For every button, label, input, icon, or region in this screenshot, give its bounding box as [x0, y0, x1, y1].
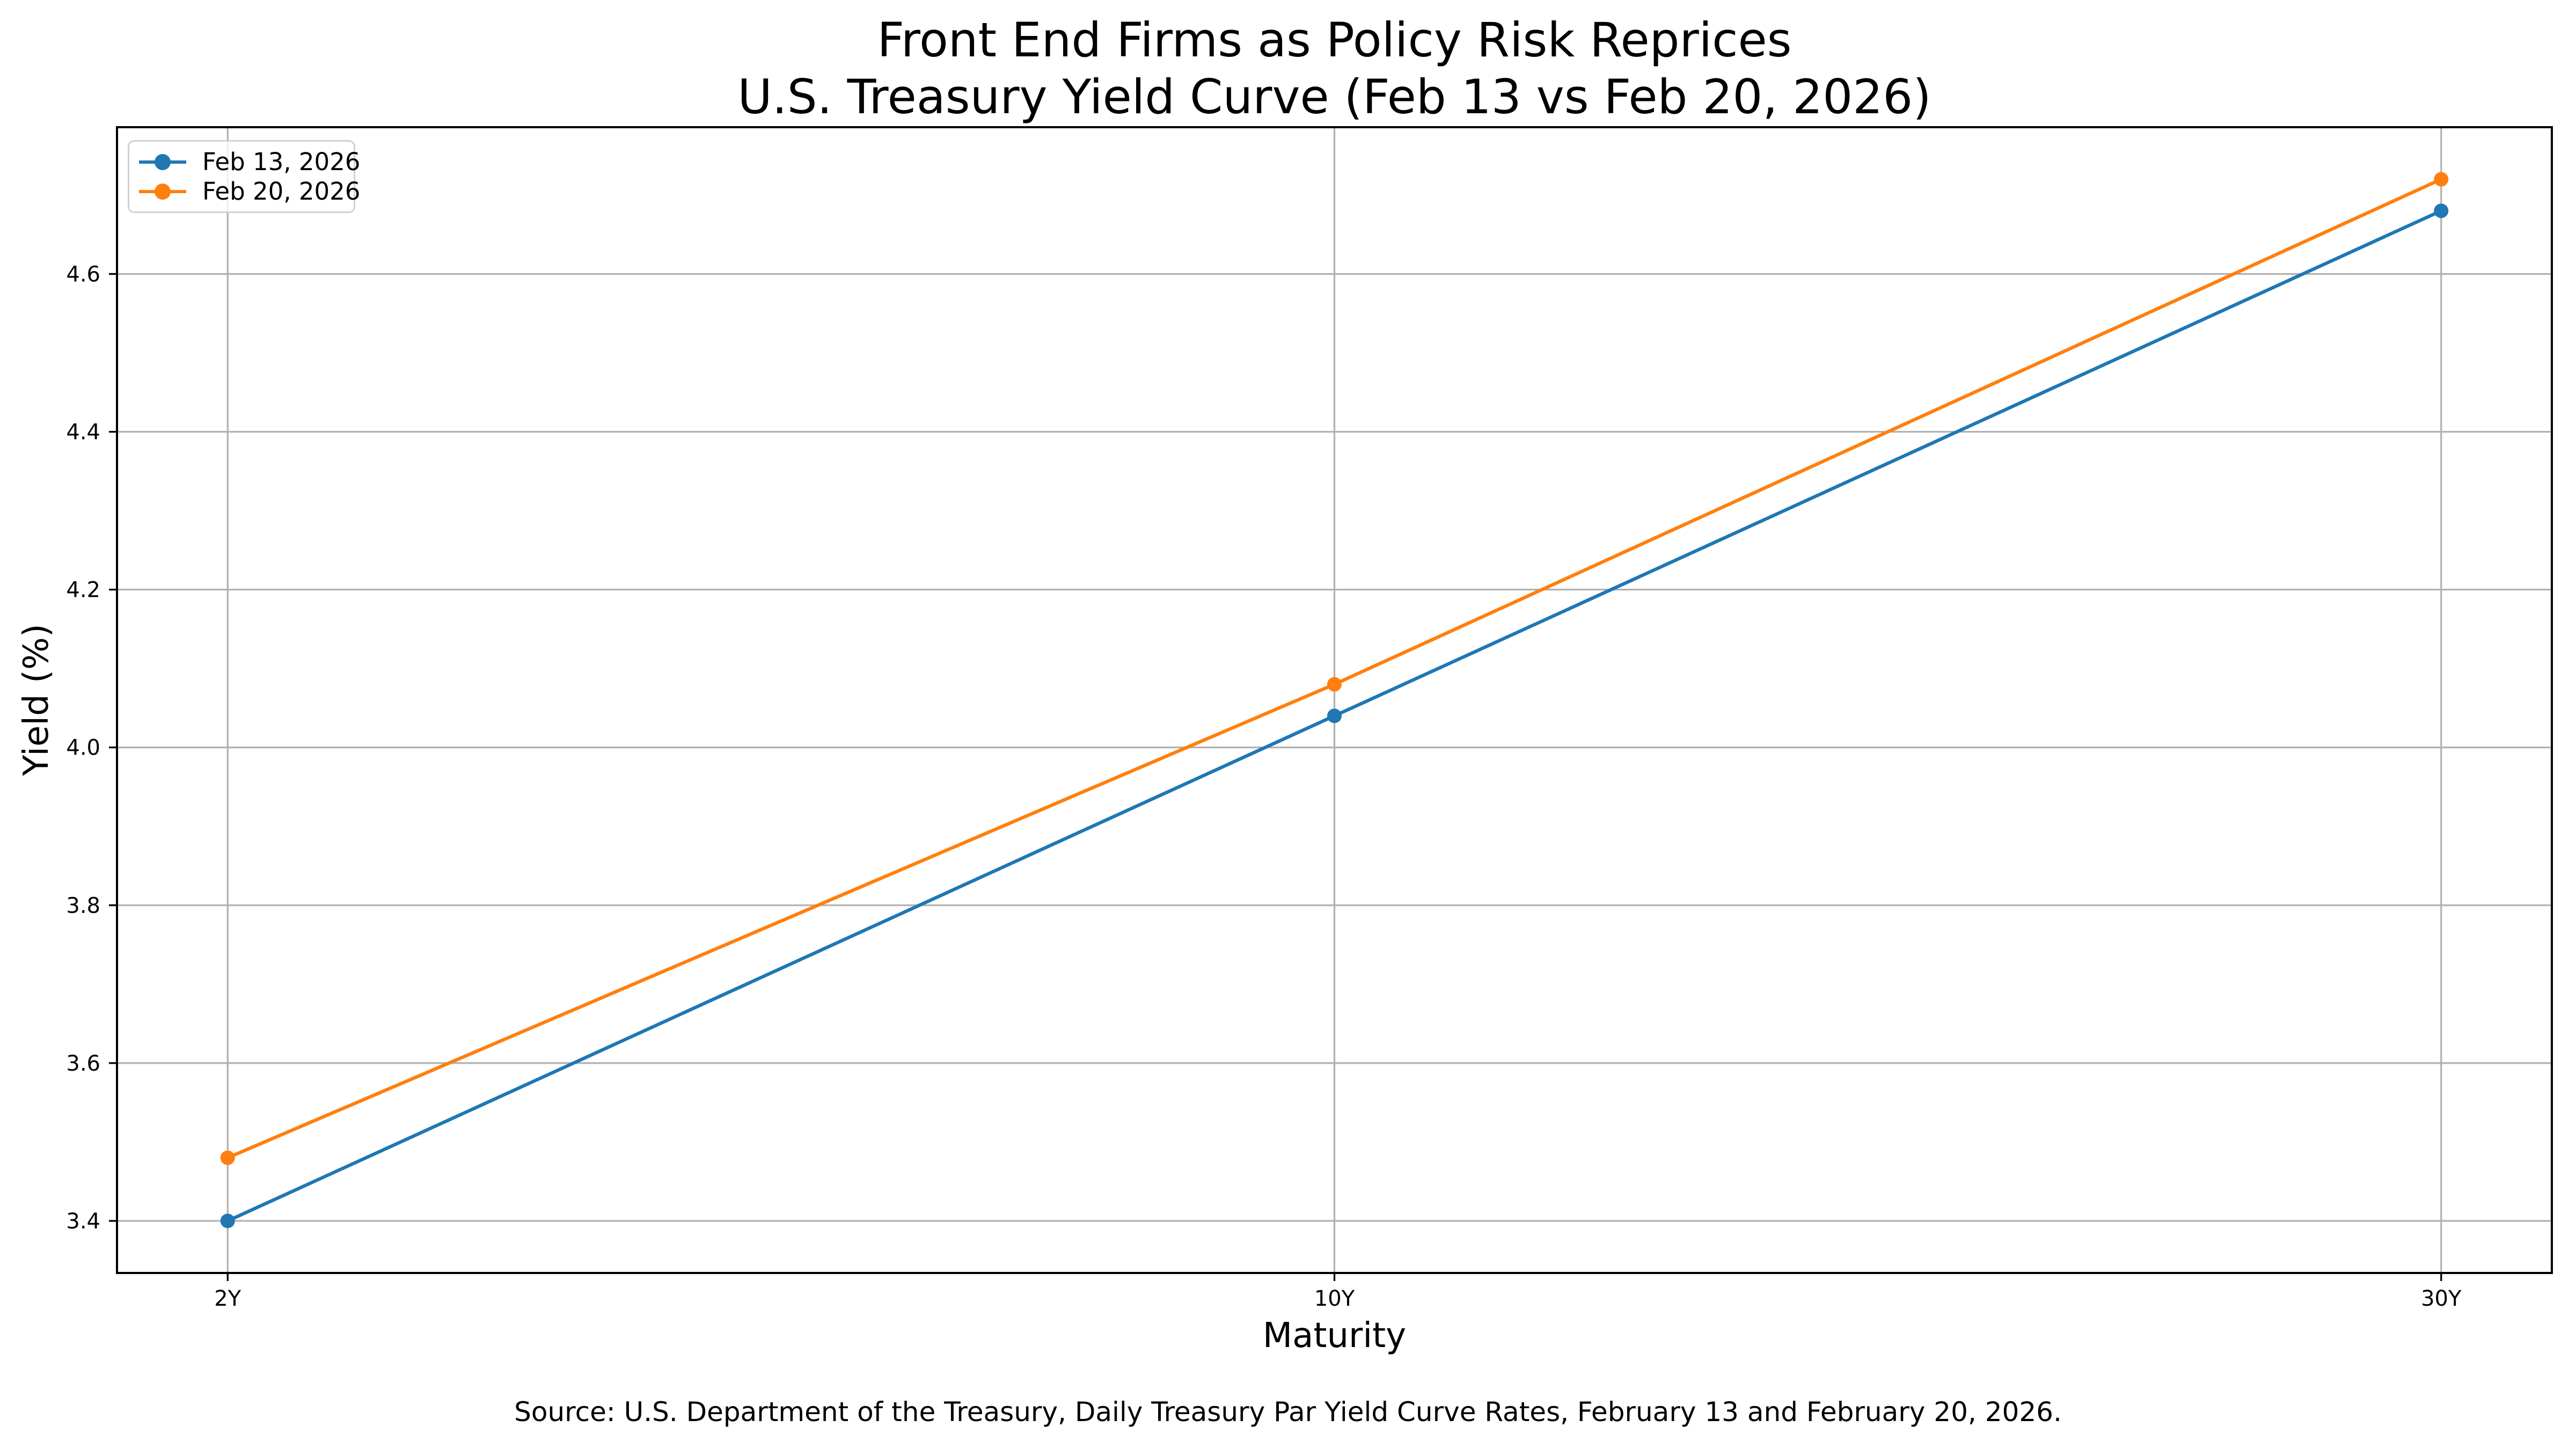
- y-tick-label: 3.4: [66, 1209, 100, 1234]
- x-tick-label: 2Y: [214, 1286, 241, 1311]
- y-tick-label: 3.8: [66, 894, 100, 918]
- data-point-1-10Y: [1327, 677, 1342, 692]
- legend-line-marker-icon: [139, 153, 186, 170]
- legend-line-marker-icon: [139, 183, 186, 200]
- data-point-0-10Y: [1327, 708, 1342, 723]
- y-tick-label: 4.0: [66, 736, 100, 760]
- legend: Feb 13, 2026 Feb 20, 2026: [128, 140, 360, 213]
- y-tick-label: 3.6: [66, 1051, 100, 1076]
- legend-item-feb-13: Feb 13, 2026: [138, 148, 360, 176]
- source-note: Source: U.S. Department of the Treasury,…: [514, 1396, 2062, 1428]
- legend-label-feb-20: Feb 20, 2026: [202, 177, 361, 206]
- legend-label-feb-13: Feb 13, 2026: [202, 148, 361, 176]
- data-point-0-30Y: [2434, 203, 2449, 218]
- data-point-0-2Y: [220, 1213, 235, 1228]
- x-axis-label: Maturity: [1262, 1316, 1407, 1356]
- legend-item-feb-20: Feb 20, 2026: [138, 177, 360, 206]
- chart-title: Front End Firms as Policy Risk Reprices …: [737, 12, 1931, 125]
- y-tick-label: 4.4: [66, 420, 100, 445]
- y-tick-label: 4.6: [66, 262, 100, 287]
- y-tick-label: 4.2: [66, 578, 100, 603]
- data-point-1-2Y: [220, 1150, 235, 1165]
- x-tick-label: 30Y: [2421, 1286, 2462, 1311]
- y-axis-label: Yield (%): [17, 624, 56, 776]
- x-tick-label: 10Y: [1314, 1286, 1355, 1311]
- data-point-1-30Y: [2434, 172, 2449, 187]
